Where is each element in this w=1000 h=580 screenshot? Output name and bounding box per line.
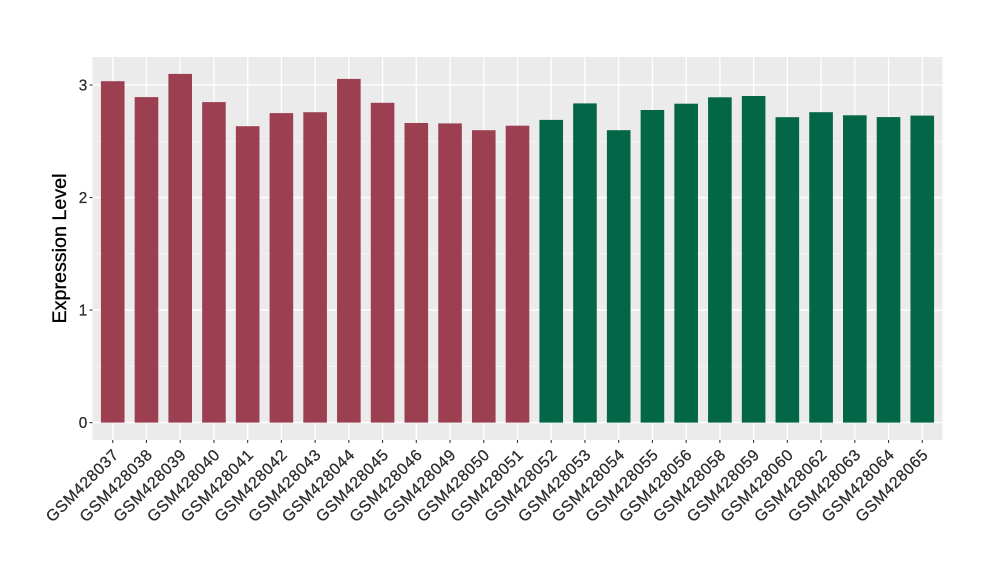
svg-text:2: 2 <box>79 190 88 207</box>
svg-text:3: 3 <box>79 77 88 94</box>
svg-text:Expression Level: Expression Level <box>49 174 71 324</box>
svg-text:1: 1 <box>79 302 88 319</box>
svg-text:0: 0 <box>79 415 88 432</box>
